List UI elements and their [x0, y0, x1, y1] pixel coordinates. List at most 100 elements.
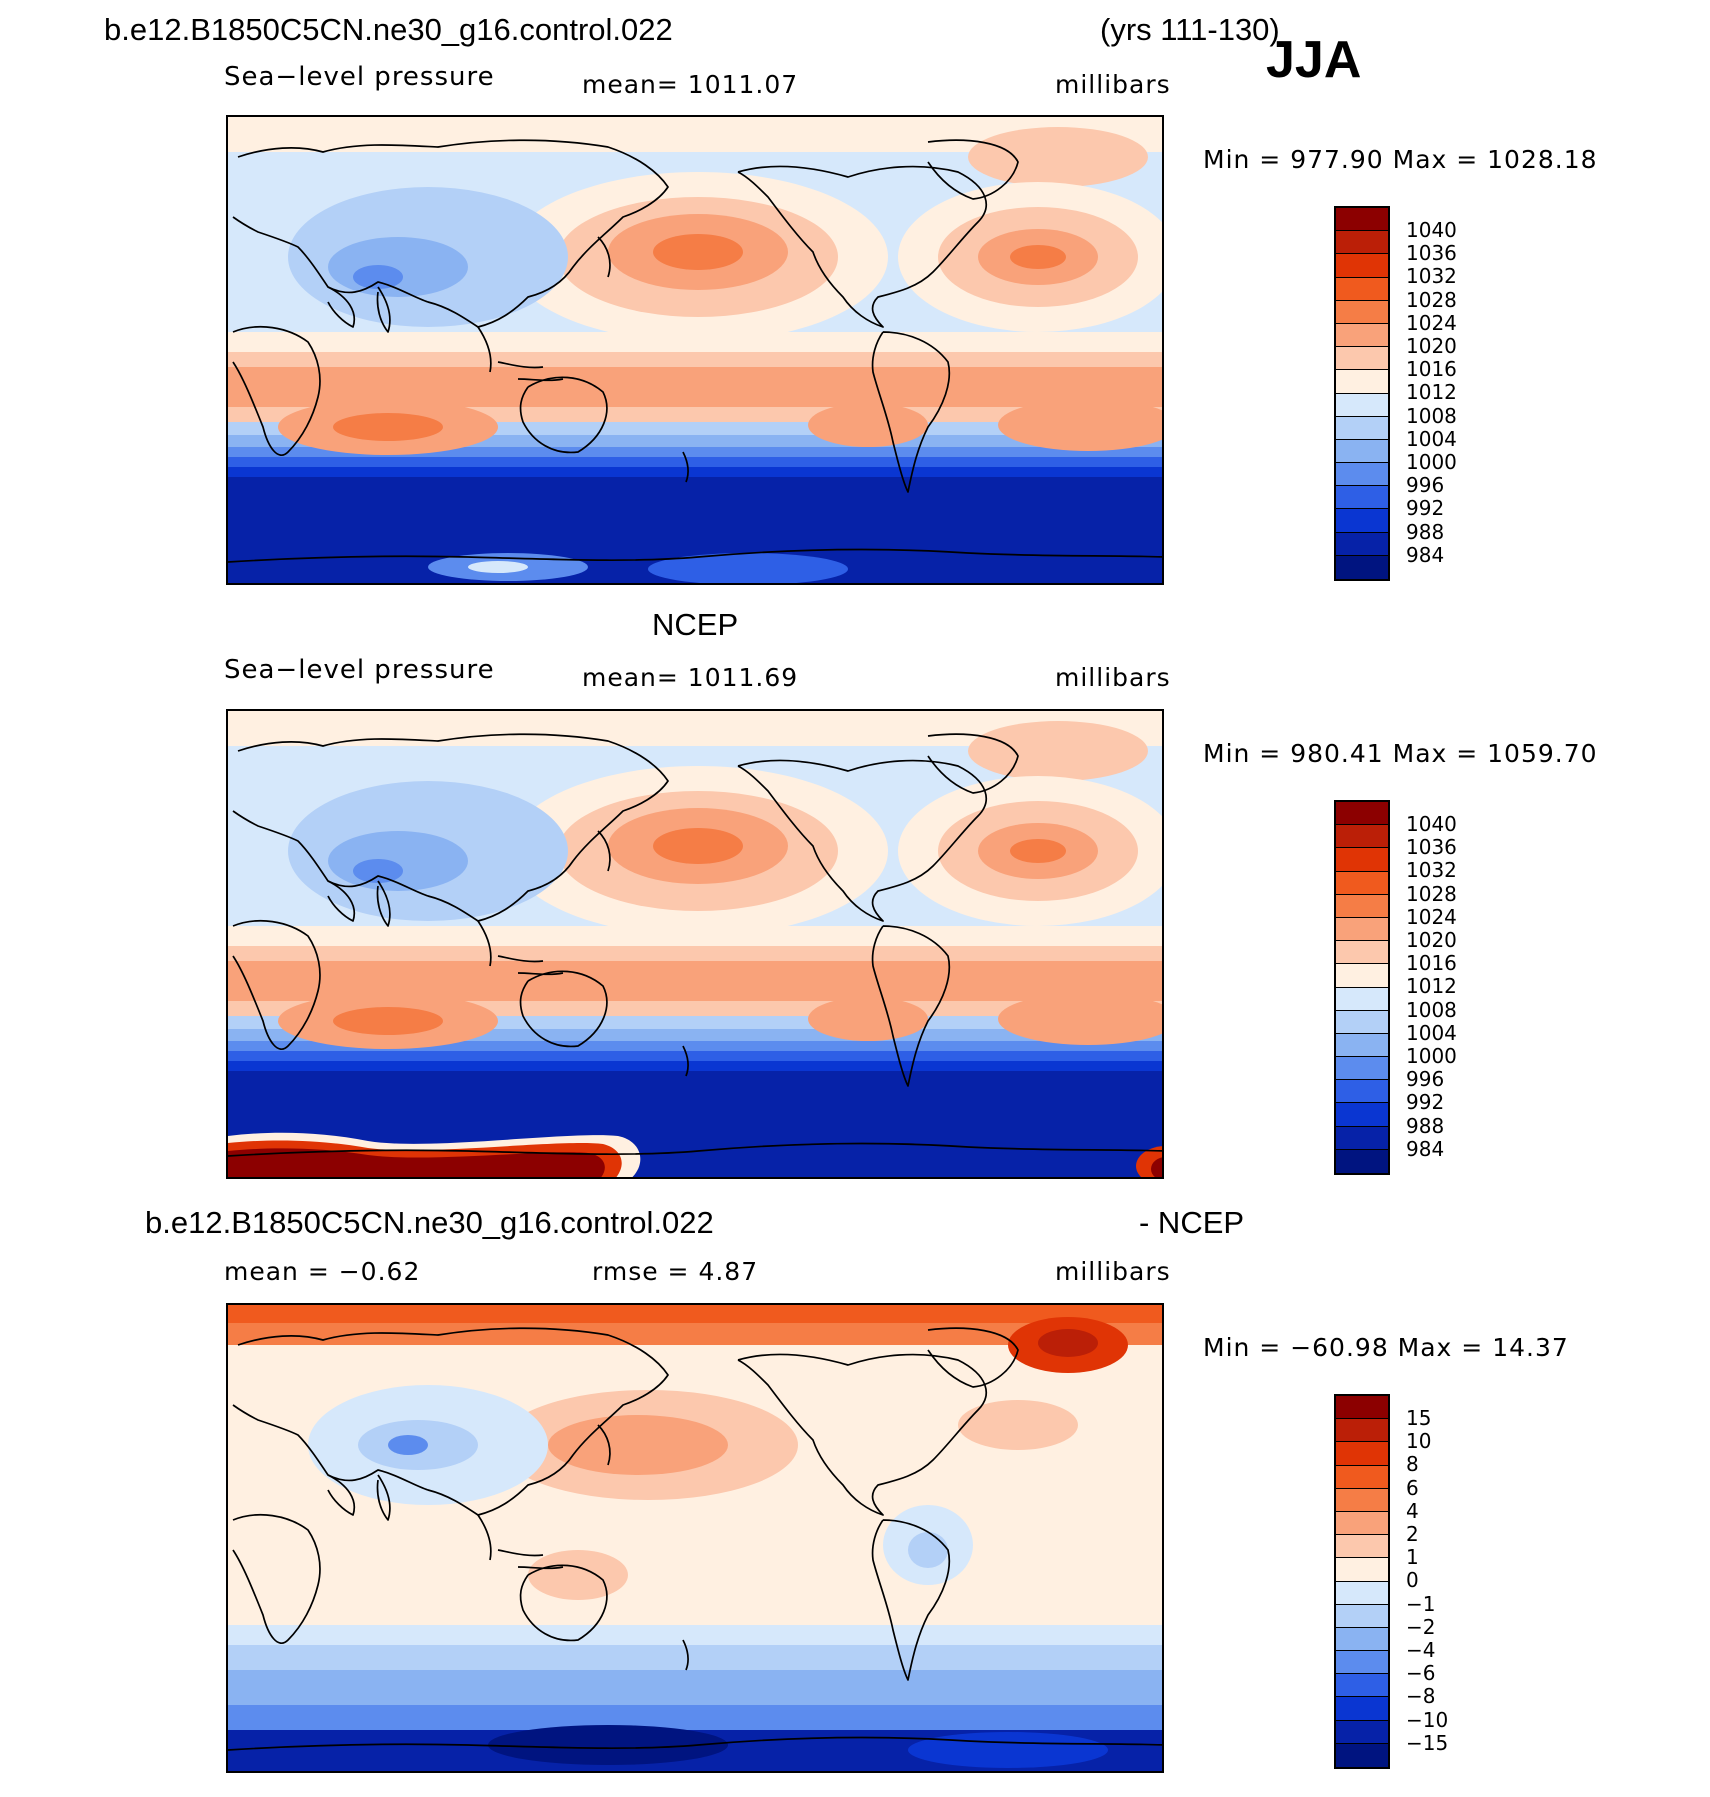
colorbar-cell: [1336, 1396, 1388, 1420]
colorbar-tick-label: 1040: [1406, 218, 1457, 242]
colorbar-cell: [1336, 848, 1388, 872]
colorbar-tick-label: 1012: [1406, 380, 1457, 405]
colorbar-cell: [1336, 1627, 1388, 1652]
map-field: [228, 117, 1162, 583]
map-field: [228, 711, 1162, 1177]
colorbar-tick-label: 988: [1406, 519, 1445, 544]
colorbar-tick-label: 8: [1406, 1452, 1419, 1477]
colorbar-cell: [1336, 555, 1388, 579]
colorbar-tick-label: 996: [1406, 473, 1445, 498]
colorbar-cell: [1336, 254, 1388, 278]
colorbar-tick-label: 10: [1406, 1429, 1432, 1454]
colorbar-cell: [1336, 370, 1388, 394]
colorbar-tick-label: 4: [1406, 1498, 1419, 1523]
colorbar-cell: [1336, 532, 1388, 556]
colorbar-cell: [1336, 1149, 1388, 1173]
colorbar-cell: [1336, 300, 1388, 324]
colorbar-tick-label: 1008: [1406, 403, 1457, 428]
colorbar-cell: [1336, 871, 1388, 895]
colorbar-cell: [1336, 917, 1388, 942]
years-label: (yrs 111-130): [1100, 12, 1280, 47]
panel1-variable: Sea−level pressure: [224, 62, 495, 92]
colorbar-tick-label: 1020: [1406, 334, 1457, 358]
colorbar-cell: [1336, 277, 1388, 301]
panel2-units: millibars: [1055, 663, 1171, 692]
panel1-minmax: Min = 977.90 Max = 1028.18: [1203, 145, 1598, 174]
colorbar-tick-label: 992: [1406, 1090, 1445, 1115]
colorbar-tick-label: 996: [1406, 1067, 1445, 1092]
colorbar-cell: [1336, 1488, 1388, 1512]
slp-colorbar-1: [1334, 206, 1390, 581]
panel3-title-right: - NCEP: [1139, 1205, 1245, 1240]
slp-colorbar-2: [1334, 800, 1390, 1175]
colorbar-cell: [1336, 1720, 1388, 1744]
panel3-mean: mean = −0.62: [224, 1257, 421, 1286]
colorbar-cell: [1336, 1511, 1388, 1536]
colorbar-tick-label: 1024: [1406, 310, 1457, 335]
colorbar-cell: [1336, 1010, 1388, 1034]
colorbar-cell: [1336, 323, 1388, 348]
colorbar-tick-label: 988: [1406, 1113, 1445, 1138]
ncep-slp-map: [226, 709, 1164, 1179]
colorbar-cell: [1336, 393, 1388, 417]
colorbar-cell: [1336, 1419, 1388, 1443]
colorbar-cell: [1336, 1651, 1388, 1675]
colorbar-cell: [1336, 463, 1388, 487]
colorbar-tick-label: 1024: [1406, 904, 1457, 929]
colorbar-tick-label: 1000: [1406, 450, 1457, 474]
difference-map: [226, 1303, 1164, 1773]
colorbar-tick-label: −15: [1406, 1730, 1449, 1755]
panel2-minmax: Min = 980.41 Max = 1059.70: [1203, 739, 1598, 768]
colorbar-tick-label: 1012: [1406, 974, 1457, 999]
panel1-mean: mean= 1011.07: [582, 70, 799, 99]
panel3-title-left: b.e12.B1850C5CN.ne30_g16.control.022: [145, 1205, 714, 1240]
colorbar-tick-label: 1020: [1406, 928, 1457, 952]
colorbar-cell: [1336, 509, 1388, 533]
colorbar-tick-label: 0: [1406, 1568, 1419, 1593]
map-field: [228, 1305, 1162, 1771]
colorbar-cell: [1336, 894, 1388, 918]
colorbar-tick-label: 6: [1406, 1475, 1419, 1500]
colorbar-cell: [1336, 941, 1388, 965]
model-slp-map: [226, 115, 1164, 585]
colorbar-cell: [1336, 802, 1388, 826]
panel2-mean: mean= 1011.69: [582, 663, 799, 692]
colorbar-tick-label: 1028: [1406, 287, 1457, 312]
colorbar-tick-label: −8: [1406, 1684, 1436, 1709]
colorbar-tick-label: 15: [1406, 1406, 1432, 1430]
colorbar-cell: [1336, 347, 1388, 371]
colorbar-tick-label: 1: [1406, 1545, 1419, 1570]
season-label: JJA: [1266, 31, 1362, 89]
colorbar-tick-label: 984: [1406, 1136, 1445, 1161]
colorbar-tick-label: −4: [1406, 1638, 1436, 1662]
panel3-units: millibars: [1055, 1257, 1171, 1286]
colorbar-cell: [1336, 987, 1388, 1011]
colorbar-cell: [1336, 439, 1388, 464]
panel3-rmse: rmse = 4.87: [592, 1257, 759, 1286]
colorbar-cell: [1336, 231, 1388, 255]
case-title: b.e12.B1850C5CN.ne30_g16.control.022: [104, 12, 673, 47]
colorbar-tick-label: 992: [1406, 496, 1445, 521]
colorbar-tick-label: −1: [1406, 1591, 1436, 1616]
colorbar-tick-label: 984: [1406, 542, 1445, 567]
colorbar-cell: [1336, 825, 1388, 849]
panel2-title: NCEP: [652, 607, 739, 642]
colorbar-cell: [1336, 1126, 1388, 1150]
colorbar-cell: [1336, 1535, 1388, 1559]
colorbar-tick-label: −6: [1406, 1661, 1436, 1686]
colorbar-cell: [1336, 1465, 1388, 1489]
colorbar-cell: [1336, 208, 1388, 232]
colorbar-cell: [1336, 1558, 1388, 1582]
colorbar-tick-label: 1016: [1406, 951, 1457, 976]
colorbar-cell: [1336, 964, 1388, 988]
colorbar-tick-label: 2: [1406, 1522, 1419, 1546]
colorbar-tick-label: 1040: [1406, 812, 1457, 836]
colorbar-tick-label: 1016: [1406, 357, 1457, 382]
colorbar-tick-label: 1036: [1406, 835, 1457, 860]
colorbar-tick-label: 1004: [1406, 426, 1457, 451]
panel1-units: millibars: [1055, 70, 1171, 99]
colorbar-cell: [1336, 1743, 1388, 1767]
colorbar-cell: [1336, 416, 1388, 440]
diff-colorbar: [1334, 1394, 1390, 1769]
colorbar-tick-label: 1036: [1406, 241, 1457, 266]
